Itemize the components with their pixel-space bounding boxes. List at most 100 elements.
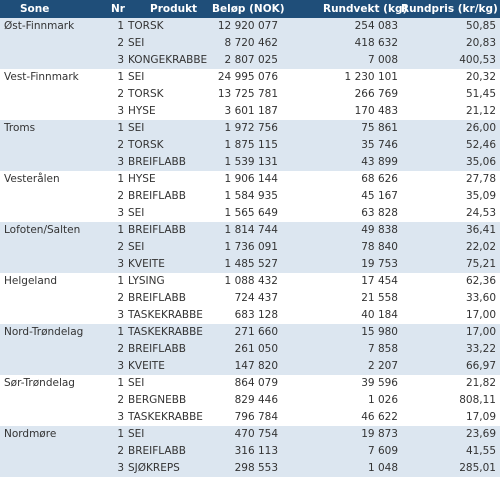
table-cell: 75 861 [361,122,398,134]
table-cell: TASKEKRABBE [128,326,203,338]
table-cell: 17,00 [465,326,496,338]
table-cell: 51,45 [465,88,496,100]
table-cell: 2 207 [367,360,398,372]
table-row: 3 KONGEKRABBE 2 807 025 7 008 400,53 [0,52,500,69]
table-row: Nord-Trøndelag 1 TASKEKRABBE 271 660 15 980 1… [0,324,500,341]
table-cell: SEI [128,71,145,83]
table-row: 2 TORSK 1 875 115 35 746 52,46 [0,137,500,154]
table-row: Nordmøre 1 SEI 470 754 19 873 23,69 [0,426,500,443]
table-cell: 724 437 [234,292,278,304]
table-row: Troms 1 SEI 1 972 756 75 861 26,00 [0,120,500,137]
table-cell: 39 596 [361,377,398,389]
table-row: 3 TASKEKRABBE 683 128 40 184 17,00 [0,307,500,324]
table-cell: 68 626 [361,173,398,185]
table-cell: 20,83 [465,37,496,49]
table-cell: 3 [117,360,124,372]
table-cell: 470 754 [234,428,278,440]
table-cell: 170 483 [354,105,398,117]
table-cell: 796 784 [234,411,278,423]
table-cell: 400,53 [459,54,496,66]
table-cell: 1 026 [367,394,398,406]
zone-cell: Nordmøre [4,428,57,440]
table-cell: BREIFLABB [128,190,186,202]
table-cell: 33,60 [465,292,496,304]
table-cell: 1 [117,224,124,236]
table-cell: 15 980 [361,326,398,338]
table-cell: 2 [117,292,124,304]
table-cell: KONGEKRABBE [128,54,208,66]
table-cell: 7 008 [367,54,398,66]
table-cell: 8 720 462 [224,37,278,49]
table-row: 2 SEI 8 720 462 418 632 20,83 [0,35,500,52]
table-row: Helgeland 1 LYSING 1 088 432 17 454 62,36 [0,273,500,290]
table-cell: 2 [117,445,124,457]
table-cell: 1 [117,71,124,83]
table-cell: SEI [128,37,145,49]
table-cell: BERGNEBB [128,394,187,406]
table-row: 2 BERGNEBB 829 446 1 026 808,11 [0,392,500,409]
table-cell: 3 [117,411,124,423]
table-cell: 261 050 [234,343,278,355]
table-cell: 13 725 781 [217,88,278,100]
table-cell: 75,21 [465,258,496,270]
table-row: 3 BREIFLABB 1 539 131 43 899 35,06 [0,154,500,171]
table-cell: 3 [117,309,124,321]
table-cell: 19 753 [361,258,398,270]
table-cell: 147 820 [234,360,278,372]
table-cell: 1 088 432 [224,275,278,287]
table-cell: 3 [117,207,124,219]
table-cell: SEI [128,122,145,134]
table-cell: 35,06 [465,156,496,168]
table-cell: KVEITE [128,360,165,372]
table-cell: 3 [117,156,124,168]
table-cell: 7 858 [367,343,398,355]
table-cell: 1 048 [367,462,398,474]
table-row: 2 BREIFLABB 1 584 935 45 167 35,09 [0,188,500,205]
table-cell: 864 079 [234,377,278,389]
table-cell: 20,32 [465,71,496,83]
table-cell: HYSE [128,105,156,117]
table-cell: 1 230 101 [344,71,398,83]
table-cell: LYSING [128,275,165,287]
table-cell: 1 [117,173,124,185]
table-cell: 2 [117,394,124,406]
table-cell: 2 [117,343,124,355]
table-cell: 3 601 187 [224,105,278,117]
table-cell: 23,69 [465,428,496,440]
table-row: 3 TASKEKRABBE 796 784 46 622 17,09 [0,409,500,426]
table-cell: 1 [117,122,124,134]
header-cell: Produkt [150,3,198,15]
zone-cell: Øst-Finnmark [4,20,75,32]
table-row: 3 SJØKREPS 298 553 1 048 285,01 [0,460,500,477]
table-cell: 21 558 [361,292,398,304]
header-row: Sone Nr Produkt Beløp (NOK) Rundvekt (kg) Run… [0,0,500,18]
table-cell: SEI [128,207,145,219]
table-row: 2 BREIFLABB 724 437 21 558 33,60 [0,290,500,307]
table-cell: 2 [117,139,124,151]
table-cell: 36,41 [465,224,496,236]
table-cell: 21,82 [465,377,496,389]
header-cell: Rundvekt (kg) [323,3,408,15]
table-cell: BREIFLABB [128,343,186,355]
table-cell: 78 840 [361,241,398,253]
table-cell: 1 [117,326,124,338]
table-cell: 3 [117,462,124,474]
table-cell: SJØKREPS [128,462,180,474]
table-cell: HYSE [128,173,156,185]
table-cell: 418 632 [354,37,398,49]
table-row: Lofoten/Salten 1 BREIFLABB 1 814 744 49 838 3… [0,222,500,239]
table-cell: SEI [128,428,145,440]
table-cell: 808,11 [459,394,496,406]
header-cell: Rundpris (kr/kg) [401,3,498,15]
table-cell: 26,00 [465,122,496,134]
table-cell: 3 [117,105,124,117]
zone-cell: Troms [4,122,36,134]
table-row: Vesterålen 1 HYSE 1 906 144 68 626 27,78 [0,171,500,188]
table-row: 2 TORSK 13 725 781 266 769 51,45 [0,86,500,103]
table-cell: 2 [117,88,124,100]
table-cell: 17 454 [361,275,398,287]
zone-cell: Sør-Trøndelag [4,377,75,389]
table-cell: 2 [117,37,124,49]
table-cell: TORSK [128,139,164,151]
table-cell: 66,97 [465,360,496,372]
